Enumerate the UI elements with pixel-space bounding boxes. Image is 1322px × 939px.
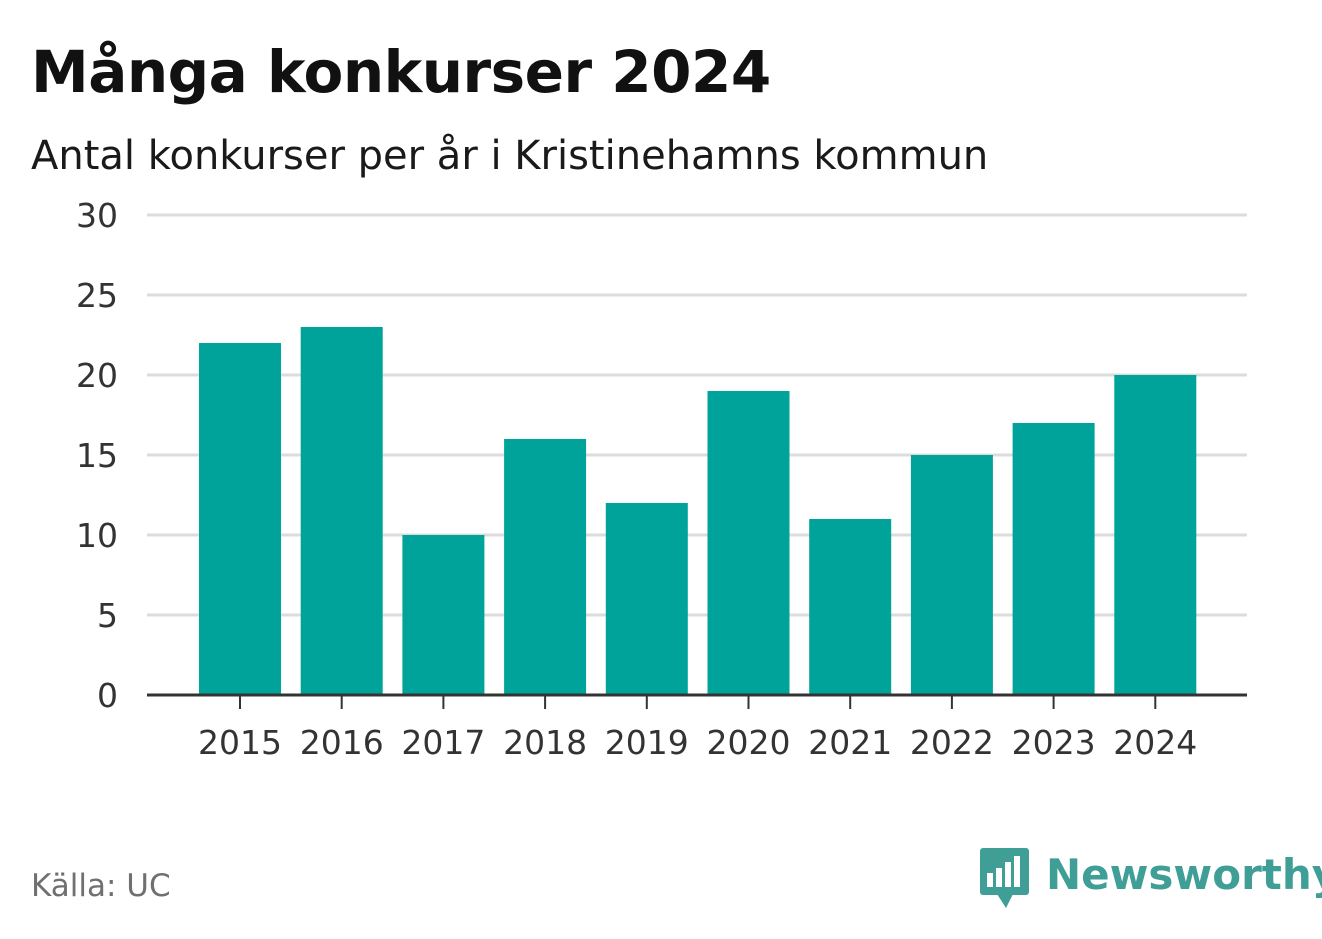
x-tick-label: 2024 [1113,723,1197,762]
y-tick-label: 30 [76,196,118,235]
x-tick-label: 2015 [198,723,282,762]
y-tick-label: 5 [97,596,118,635]
x-tick-label: 2017 [401,723,485,762]
bar-2020 [707,391,790,695]
bar-2017 [402,535,485,695]
x-axis-ticks: 2015 2016 2017 2018 2019 2020 2021 2022 2023 2024 [198,723,1197,762]
x-tick-label: 2020 [707,723,791,762]
chart-subtitle: Antal konkurser per år i Kristinehamns k… [31,133,989,179]
y-axis-ticks: 0 5 10 15 20 25 30 [76,196,118,715]
bar-2024 [1114,375,1197,695]
bar-2023 [1012,423,1095,695]
y-tick-label: 10 [76,516,118,555]
x-axis [147,693,1247,709]
source-label: Källa: UC [31,868,171,904]
bar-2015 [199,343,281,695]
y-tick-label: 15 [76,436,118,475]
bars [199,327,1197,695]
x-tick-label: 2022 [910,723,994,762]
y-tick-label: 0 [97,676,118,715]
bar-2021 [809,519,892,695]
newsworthy-logo-icon [980,848,1029,908]
x-tick-label: 2018 [503,723,587,762]
bar-2016 [300,327,383,695]
bar-2022 [910,455,993,695]
chart-title: Många konkurser 2024 [31,38,771,106]
brand-name: Newsworthy [1046,850,1322,899]
x-tick-label: 2021 [808,723,892,762]
bar-2018 [504,439,587,695]
y-tick-label: 20 [76,356,118,395]
brand-logo: Newsworthy [980,848,1322,912]
x-tick-label: 2019 [605,723,689,762]
y-tick-label: 25 [76,276,118,315]
x-tick-label: 2023 [1012,723,1096,762]
x-tick-label: 2016 [300,723,384,762]
bar-2019 [605,503,688,695]
